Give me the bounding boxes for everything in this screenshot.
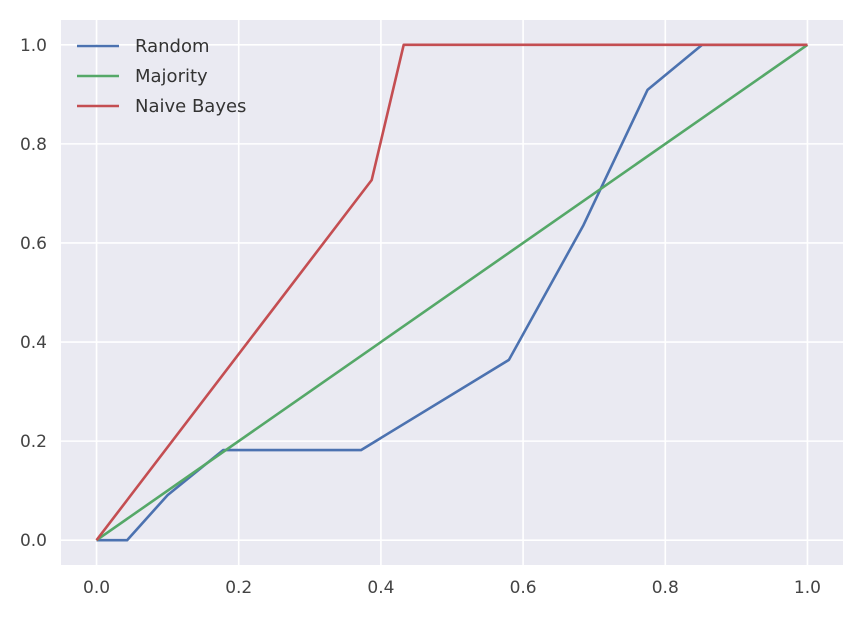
tick-labels: 0.0 0.2 0.4 0.6 0.8 1.0 0.0 0.2 0.4 0.6 0.8 1.0 [20, 36, 821, 598]
y-tick-label: 0.0 [20, 531, 47, 551]
series-line-random [96, 43, 808, 542]
x-tick-label: 1.0 [794, 578, 821, 598]
series-layer [95, 43, 809, 542]
legend: Random Majority Naive Bayes [77, 36, 246, 117]
series-line-naive-bayes [95, 43, 808, 541]
x-tick-label: 0.2 [225, 578, 252, 598]
y-tick-label: 1.0 [20, 36, 47, 56]
x-tick-label: 0.0 [83, 578, 110, 598]
grid [61, 20, 843, 565]
x-tick-label: 0.8 [652, 578, 679, 598]
x-tick-label: 0.6 [510, 578, 537, 598]
series-line-majority [95, 43, 809, 542]
y-tick-label: 0.2 [20, 432, 47, 452]
y-tick-label: 0.6 [20, 234, 47, 254]
y-tick-label: 0.4 [20, 333, 47, 353]
y-tick-label: 0.8 [20, 135, 47, 155]
legend-label-majority: Majority [135, 66, 208, 87]
x-tick-label: 0.4 [367, 578, 394, 598]
legend-label-naive-bayes: Naive Bayes [135, 96, 246, 117]
legend-label-random: Random [135, 36, 210, 57]
